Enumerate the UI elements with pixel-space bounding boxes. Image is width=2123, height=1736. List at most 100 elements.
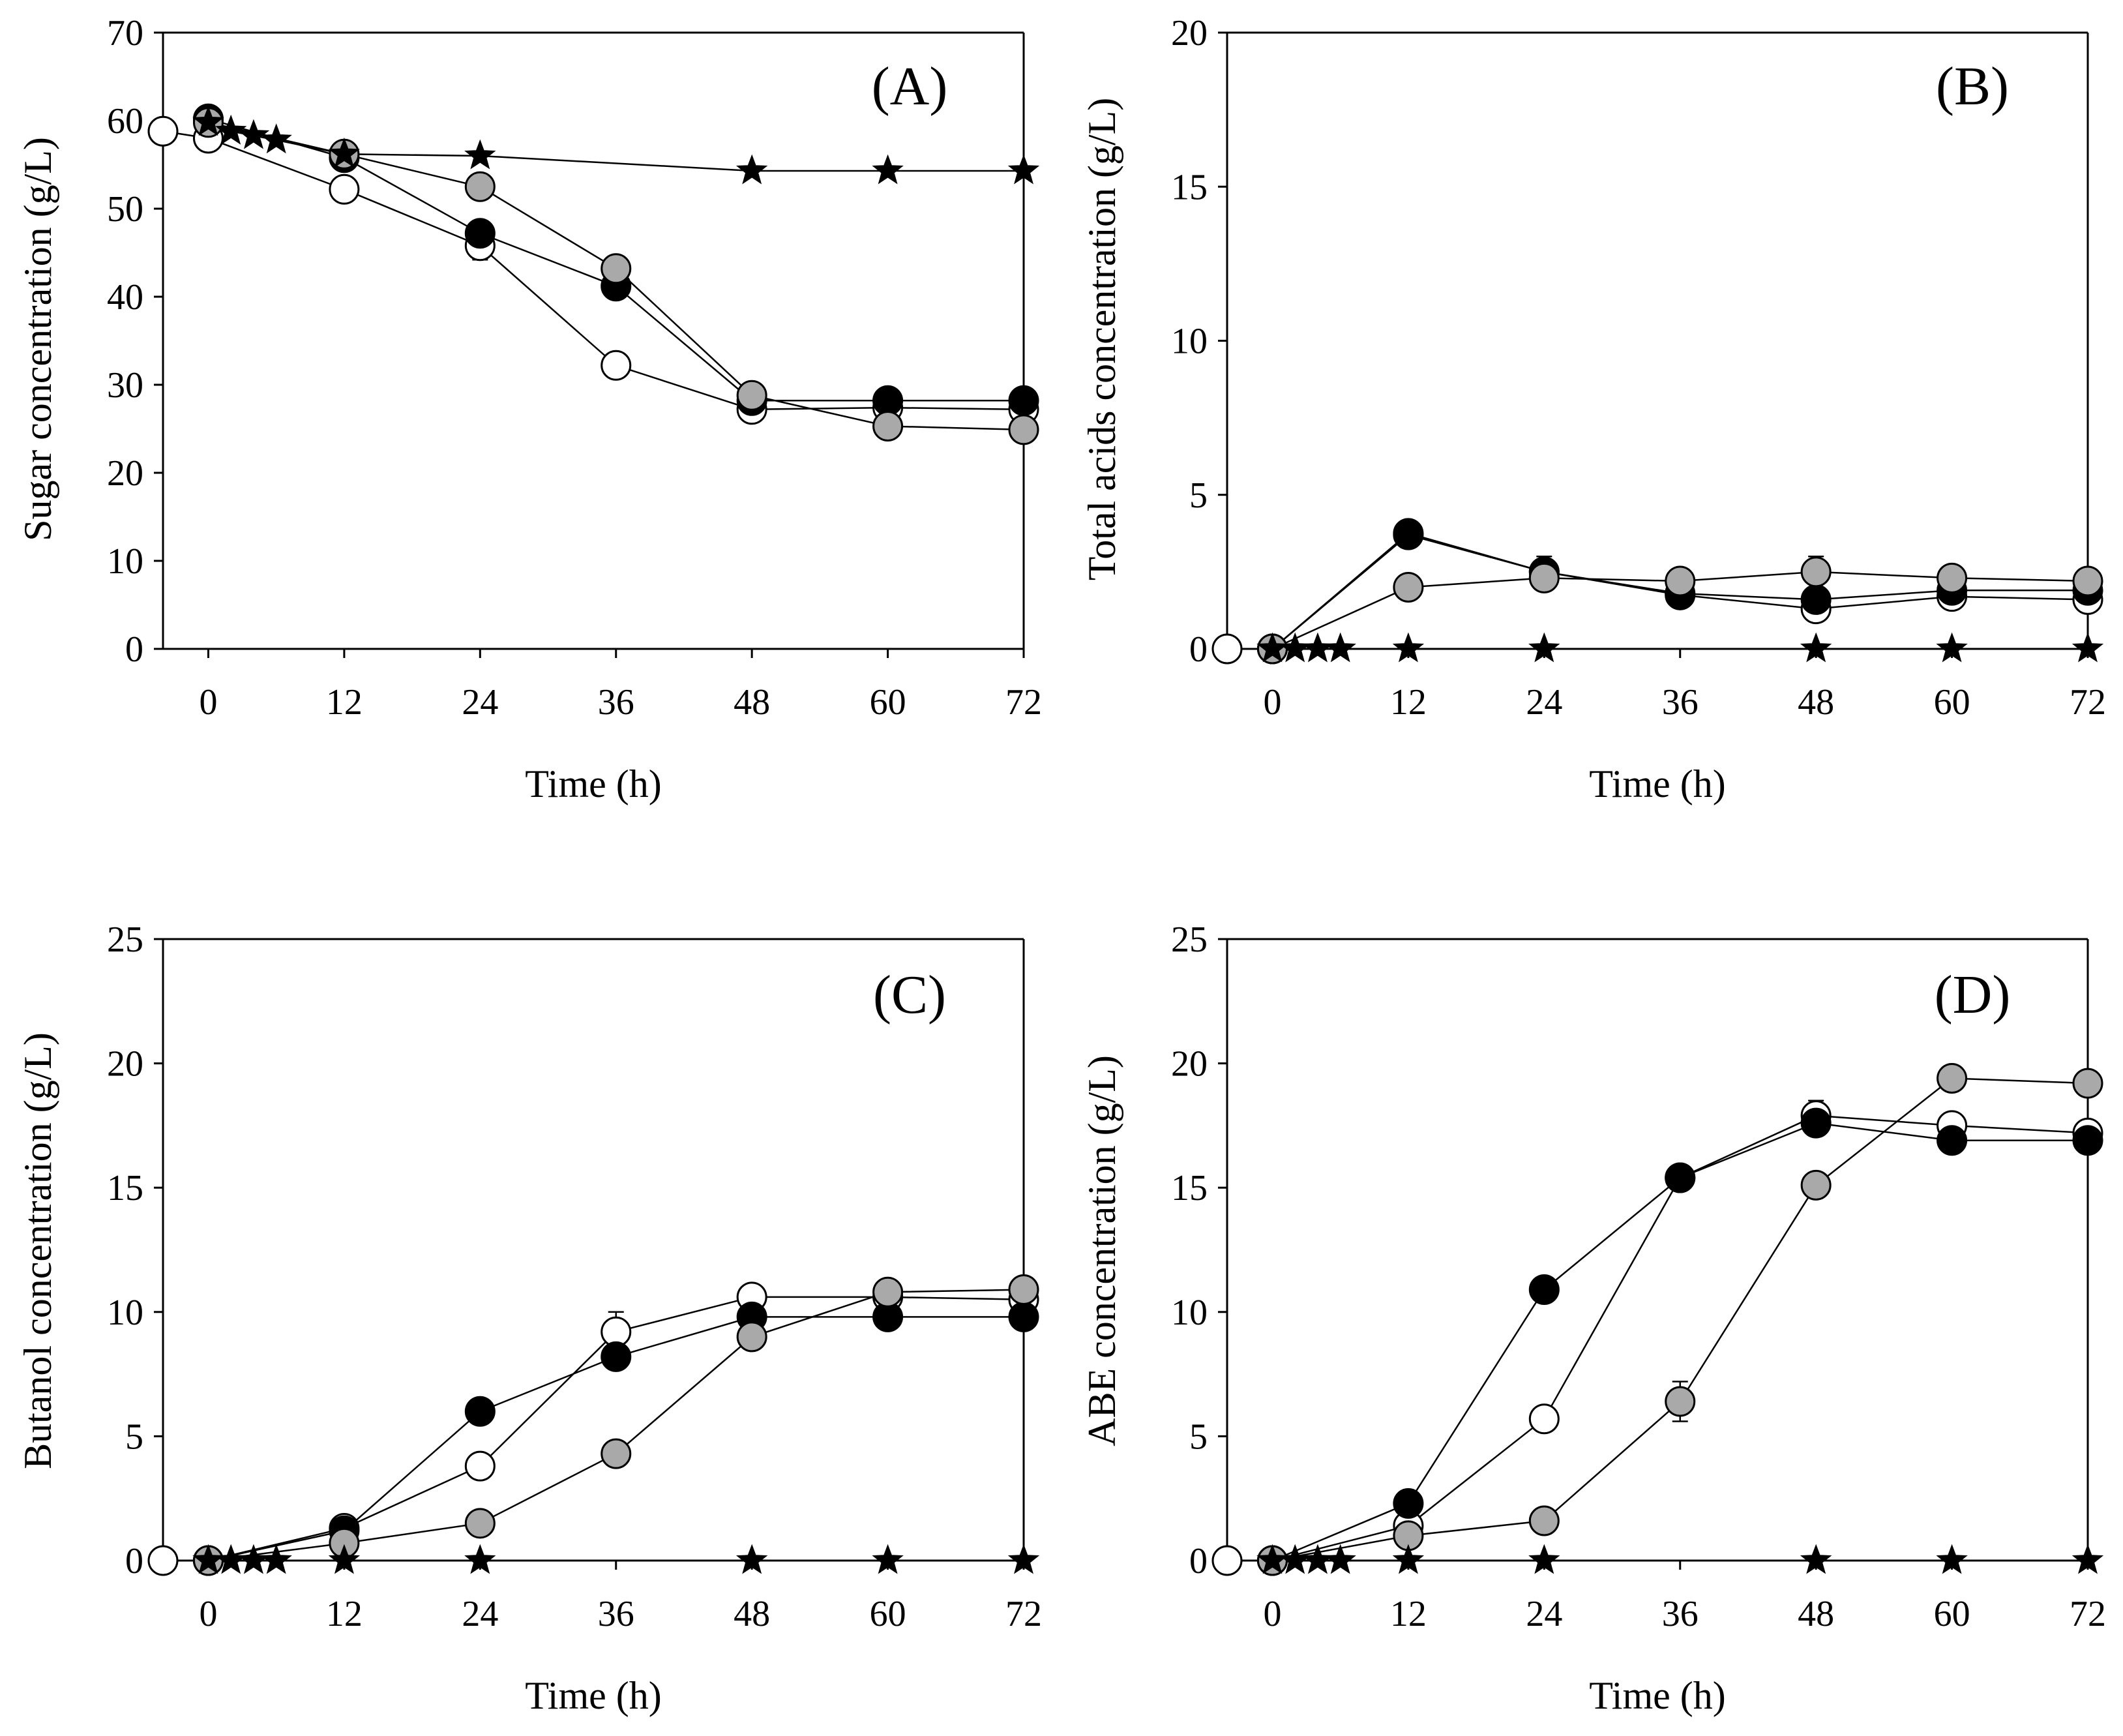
panel-c-black-star-point <box>735 1544 768 1574</box>
panel-d-x-tick-label: 36 <box>1662 1594 1699 1634</box>
panel-b-black-circle-point <box>1800 584 1832 615</box>
panel-d-gray-circle-point <box>1665 1386 1696 1417</box>
panel-c-x-tick-label: 72 <box>1005 1594 1042 1634</box>
panel-b-gray-circle-point <box>1800 556 1832 588</box>
panel-d-y-tick-label: 0 <box>1189 1541 1208 1581</box>
panel-a-gray-circle-point <box>1008 414 1039 445</box>
panel-a-y-tick-label: 50 <box>107 189 143 230</box>
panel-b-label: (B) <box>1936 56 2009 117</box>
panel-b-y-tick-label: 5 <box>1189 475 1208 516</box>
panel-d-y-axis-title: ABE concentration (g/L) <box>1080 1055 1123 1446</box>
panel-b-gray-circle-point <box>2072 565 2103 597</box>
panel-d-x-tick-label: 72 <box>2070 1594 2106 1634</box>
panel-c-y-tick-label: 25 <box>107 920 143 960</box>
panel-d-white-circle-point <box>1528 1403 1560 1435</box>
panel-c: (C) Time (h) Butanol concentration (g/L)… <box>16 920 1042 1717</box>
panel-d-black-circle-point <box>2072 1125 2103 1156</box>
panel-c-x-tick-label: 60 <box>870 1594 906 1634</box>
panel-c-black-star-point <box>328 1544 361 1574</box>
panel-c-black-circle-point <box>601 1341 632 1372</box>
panel-a-x-tick-label: 36 <box>598 682 634 723</box>
panel-d-y-tick-label: 25 <box>1171 920 1208 960</box>
panel-d-black-star-point <box>1324 1544 1356 1574</box>
panel-d-black-circle-point <box>1665 1162 1696 1193</box>
panel-a-gray-circle-point <box>464 171 496 202</box>
panel-d-x-tick-label: 0 <box>1263 1594 1281 1634</box>
panel-d-x-tick-label: 60 <box>1934 1594 1970 1634</box>
panel-a-y-tick-label: 60 <box>107 101 143 142</box>
panel-d-x-axis-title: Time (h) <box>1589 1674 1725 1717</box>
panel-d-y-tick-label: 10 <box>1171 1293 1208 1333</box>
panel-d-black-star-point <box>1528 1544 1560 1574</box>
panel-c-black-circle-point <box>1008 1301 1039 1332</box>
panel-c-x-tick-label: 36 <box>598 1594 634 1634</box>
panel-d-label: (D) <box>1935 965 2011 1025</box>
panel-a-white-circle-point <box>329 173 360 205</box>
panel-a-white-circle-point <box>147 115 179 147</box>
panel-c-black-star-point <box>260 1544 292 1574</box>
panel-d-gray-circle-point <box>2072 1068 2103 1099</box>
panel-a-x-tick-label: 24 <box>462 682 498 723</box>
panel-b-black-star-point <box>1324 632 1356 663</box>
panel-b-y-tick-label: 0 <box>1189 629 1208 670</box>
panel-a-y-tick-label: 20 <box>107 453 143 494</box>
panel-c-x-tick-label: 12 <box>326 1594 363 1634</box>
panel-b-x-tick-label: 0 <box>1263 682 1281 723</box>
panel-c-gray-circle-point <box>736 1321 767 1353</box>
panel-a-x-tick-label: 72 <box>1005 682 1042 723</box>
panel-b-x-tick-label: 12 <box>1390 682 1427 723</box>
panel-a-black-star-point <box>192 106 224 136</box>
panel-c-label: (C) <box>873 965 946 1025</box>
panel-a-black-star-point <box>464 139 496 170</box>
panel-d-gray-circle-point <box>1937 1062 1968 1094</box>
panel-d-x-tick-label: 24 <box>1526 1594 1562 1634</box>
panel-c-x-tick-label: 0 <box>199 1594 217 1634</box>
panel-d-y-tick-label: 20 <box>1171 1044 1208 1085</box>
panel-a-y-tick-label: 30 <box>107 365 143 406</box>
panel-a-black-star-point <box>237 119 270 149</box>
panel-c-black-star-point <box>872 1544 904 1574</box>
panel-a-white-circle-point <box>601 350 632 381</box>
panel-d-black-star-point <box>1936 1544 1968 1574</box>
panel-b-black-circle-point <box>1393 519 1424 550</box>
panel-a-black-star-point <box>872 154 904 185</box>
panel-c-y-tick-label: 20 <box>107 1044 143 1085</box>
panel-a-gray-circle-point <box>736 380 767 411</box>
panel-b-x-tick-label: 24 <box>1526 682 1562 723</box>
panel-c-white-circle-point <box>464 1450 496 1482</box>
panel-b-y-tick-label: 20 <box>1171 13 1208 53</box>
panel-d-x-tick-label: 48 <box>1798 1594 1834 1634</box>
panel-c-black-circle-point <box>464 1396 496 1427</box>
panel-b-gray-circle-point <box>1665 565 1696 597</box>
panel-c-y-tick-label: 15 <box>107 1168 143 1208</box>
panel-d-gray-circle-point <box>1528 1505 1560 1536</box>
panel-b-y-axis-title: Total acids concentration (g/L) <box>1080 98 1123 581</box>
panel-a-y-tick-label: 40 <box>107 277 143 318</box>
panel-c-x-tick-label: 24 <box>462 1594 498 1634</box>
panel-d-black-star-point <box>1301 1544 1334 1574</box>
panel-d-black-circle-point <box>1800 1107 1832 1139</box>
panel-a-label: (A) <box>872 56 948 117</box>
panel-b-white-circle-point <box>1211 633 1243 665</box>
panel-b-black-star-point <box>1301 632 1334 663</box>
panel-a-x-axis-title: Time (h) <box>525 762 661 805</box>
panel-c-y-tick-label: 0 <box>125 1541 143 1581</box>
panel-b-black-star-point <box>1800 632 1832 663</box>
panel-b-black-star-point <box>2071 632 2104 663</box>
panel-a-black-circle-point <box>464 218 496 249</box>
panel-b-x-tick-label: 48 <box>1798 682 1834 723</box>
panel-d-black-star-point <box>1392 1544 1425 1574</box>
panel-a-x-tick-label: 48 <box>734 682 770 723</box>
panel-a-black-star-point <box>328 137 361 168</box>
panel-b-gray-circle-point <box>1937 562 1968 593</box>
panel-b-black-star-point <box>1528 632 1560 663</box>
panel-a-black-star-point <box>735 154 768 185</box>
panel-c-gray-circle-point <box>601 1438 632 1469</box>
panel-d-gray-circle-line <box>1272 1077 2088 1562</box>
panel-c-y-tick-label: 10 <box>107 1293 143 1333</box>
panel-b-x-tick-label: 60 <box>1934 682 1970 723</box>
panel-d-x-tick-label: 12 <box>1390 1594 1427 1634</box>
panel-a-x-tick-label: 12 <box>326 682 363 723</box>
panel-d-black-circle-point <box>1937 1125 1968 1156</box>
